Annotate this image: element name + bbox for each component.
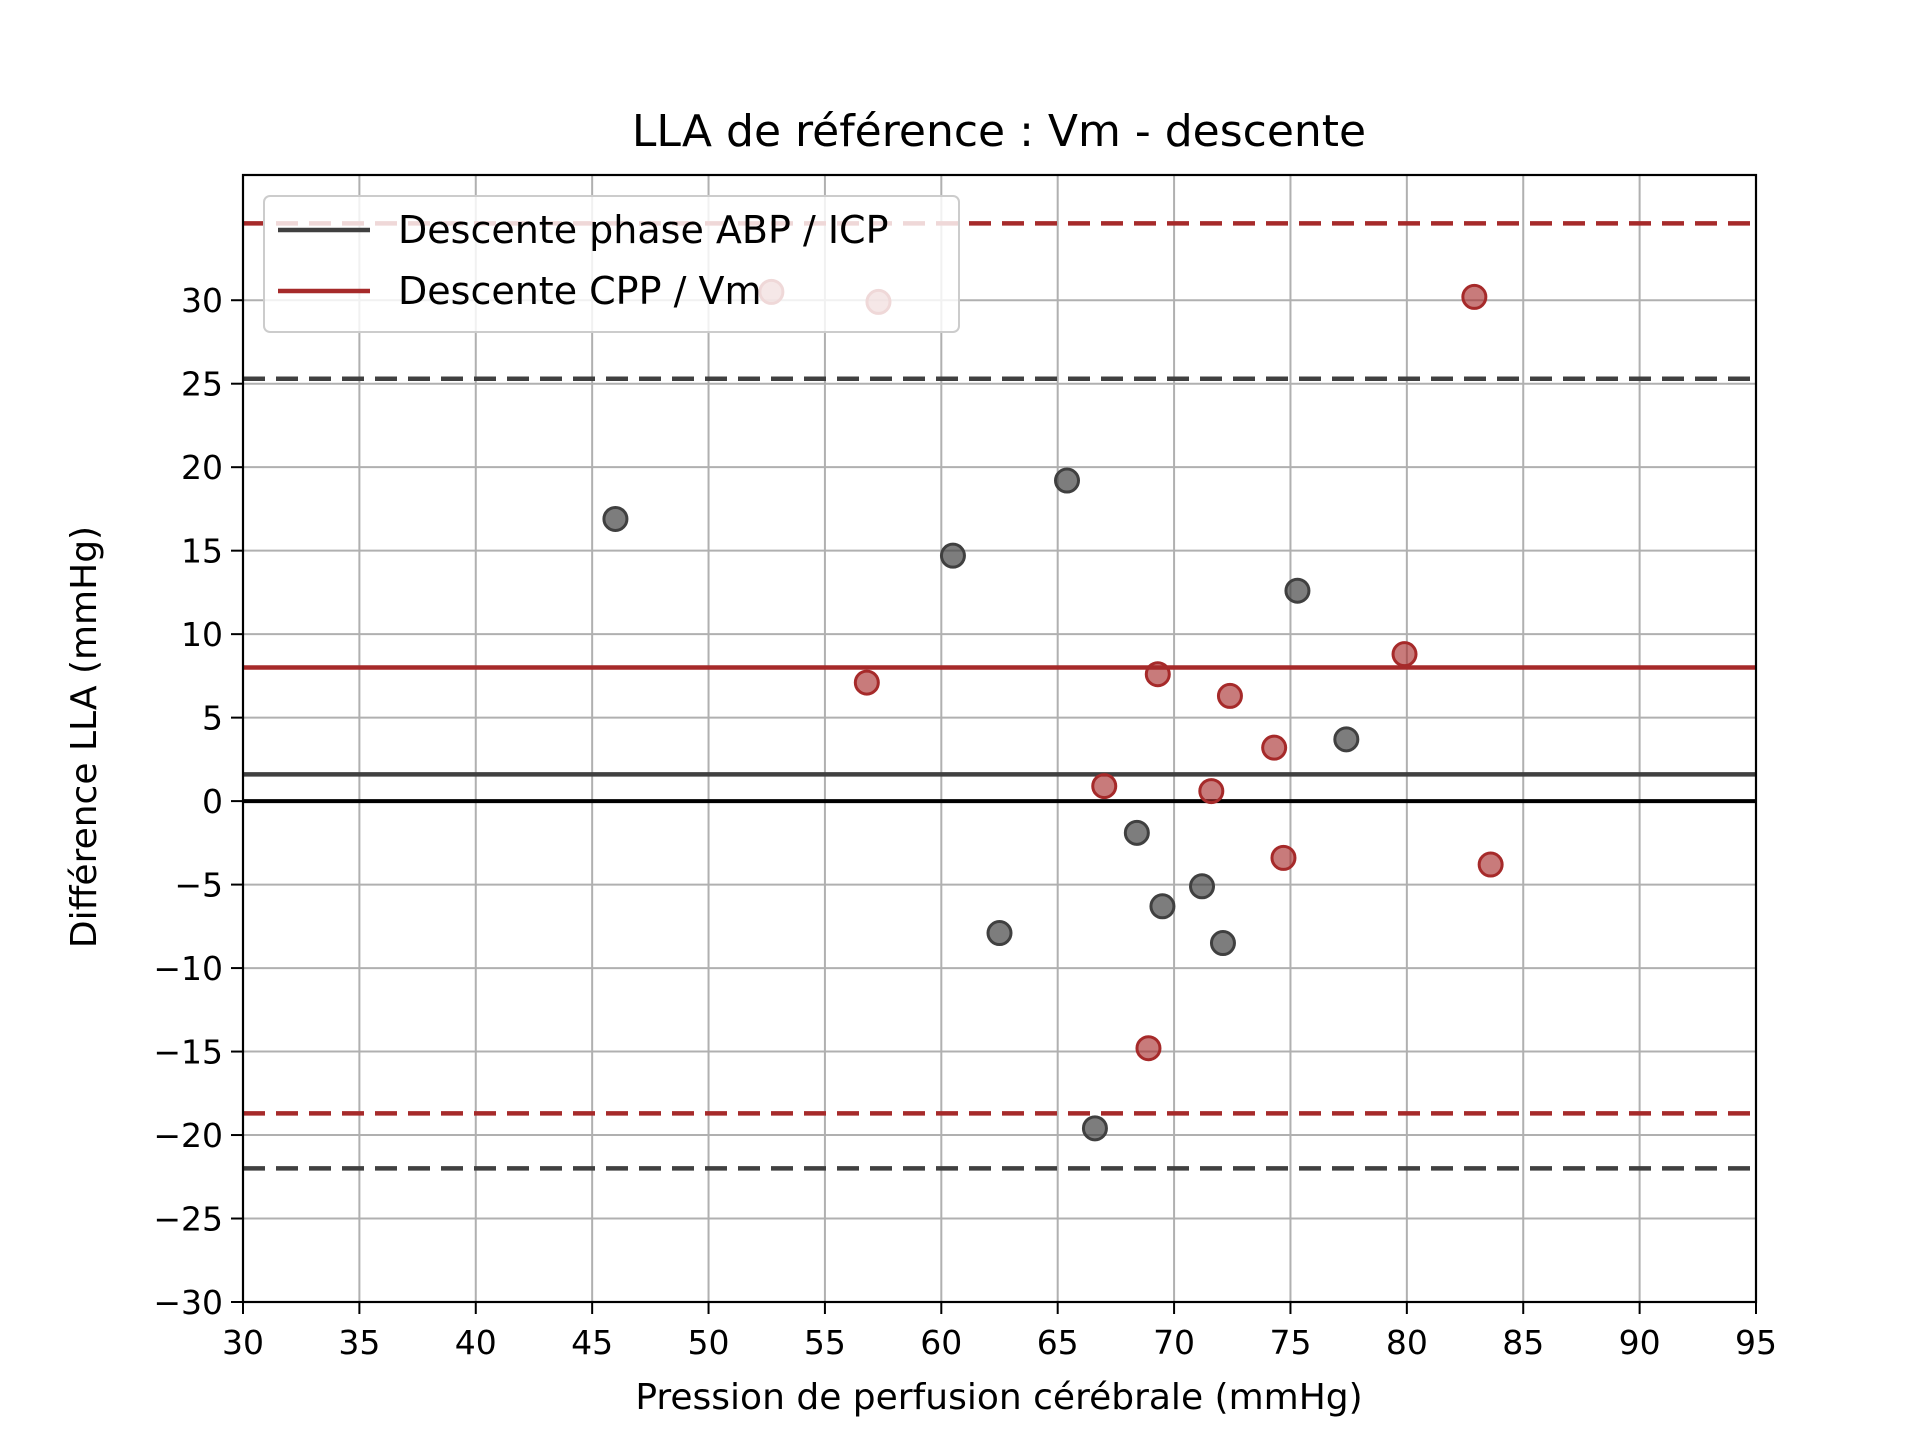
data-point-abp-icp: [1149, 893, 1176, 920]
data-point-abp-icp: [1189, 873, 1216, 900]
y-tick-label: −5: [174, 866, 223, 905]
data-point-abp-icp: [1284, 577, 1311, 604]
data-point-abp-icp: [602, 505, 629, 532]
data-point-cpp-vm: [1091, 773, 1118, 800]
data-point-abp-icp: [1081, 1115, 1108, 1142]
y-tick-label: 25: [181, 365, 223, 404]
legend-box: [263, 195, 960, 333]
y-tick-label: 10: [181, 615, 223, 654]
data-point-abp-icp: [1123, 819, 1150, 846]
data-point-abp-icp: [1209, 930, 1236, 957]
x-tick-label: 45: [571, 1323, 613, 1362]
data-point-cpp-vm: [1461, 283, 1488, 310]
axis-ticks: 30 35 40 45 50 55 60 65 70 75 80 85 90 95−30−25−20−15…: [153, 281, 1777, 1362]
y-tick-label: −25: [153, 1200, 223, 1239]
data-point-abp-icp: [986, 920, 1013, 947]
legend: Descente phase ABP / ICP Descente CPP / …: [263, 195, 960, 333]
data-point-cpp-vm: [1135, 1035, 1162, 1062]
x-tick-label: 40: [455, 1323, 497, 1362]
data-point-cpp-vm: [1270, 844, 1297, 871]
x-tick-label: 35: [338, 1323, 380, 1362]
x-tick-label: 65: [1037, 1323, 1079, 1362]
x-axis-label: Pression de perfusion cérébrale (mmHg): [635, 1377, 1362, 1418]
y-axis-label: Différence LLA (mmHg): [64, 526, 105, 948]
data-point-cpp-vm: [1477, 851, 1504, 878]
data-point-abp-icp: [939, 542, 966, 569]
data-point-abp-icp: [1054, 467, 1081, 494]
data-point-cpp-vm: [1261, 734, 1288, 761]
legend-label-cpp-vm: Descente CPP / Vm: [398, 269, 762, 313]
data-point-cpp-vm: [853, 669, 880, 696]
x-tick-label: 95: [1735, 1323, 1777, 1362]
x-tick-label: 80: [1386, 1323, 1428, 1362]
x-tick-label: 30: [222, 1323, 264, 1362]
data-point-cpp-vm: [1216, 682, 1243, 709]
x-tick-label: 50: [688, 1323, 730, 1362]
y-tick-label: 0: [202, 782, 223, 821]
data-point-abp-icp: [1333, 726, 1360, 753]
data-point-cpp-vm: [1198, 778, 1225, 805]
y-tick-label: −30: [153, 1283, 223, 1322]
x-tick-label: 90: [1619, 1323, 1661, 1362]
data-point-cpp-vm: [1144, 661, 1171, 688]
y-tick-label: 15: [181, 532, 223, 571]
x-tick-label: 85: [1502, 1323, 1544, 1362]
y-tick-label: 5: [202, 699, 223, 738]
y-tick-label: −20: [153, 1116, 223, 1155]
x-tick-label: 55: [804, 1323, 846, 1362]
y-tick-label: 20: [181, 448, 223, 487]
y-tick-label: −10: [153, 949, 223, 988]
x-tick-label: 75: [1269, 1323, 1311, 1362]
x-tick-label: 70: [1153, 1323, 1195, 1362]
legend-label-abp-icp: Descente phase ABP / ICP: [398, 208, 889, 252]
y-tick-label: 30: [181, 281, 223, 320]
x-tick-label: 60: [920, 1323, 962, 1362]
chart-title: LLA de référence : Vm - descente: [632, 106, 1366, 157]
data-point-cpp-vm: [1391, 641, 1418, 668]
y-tick-label: −15: [153, 1033, 223, 1072]
plot-frame: [241, 173, 1758, 1304]
